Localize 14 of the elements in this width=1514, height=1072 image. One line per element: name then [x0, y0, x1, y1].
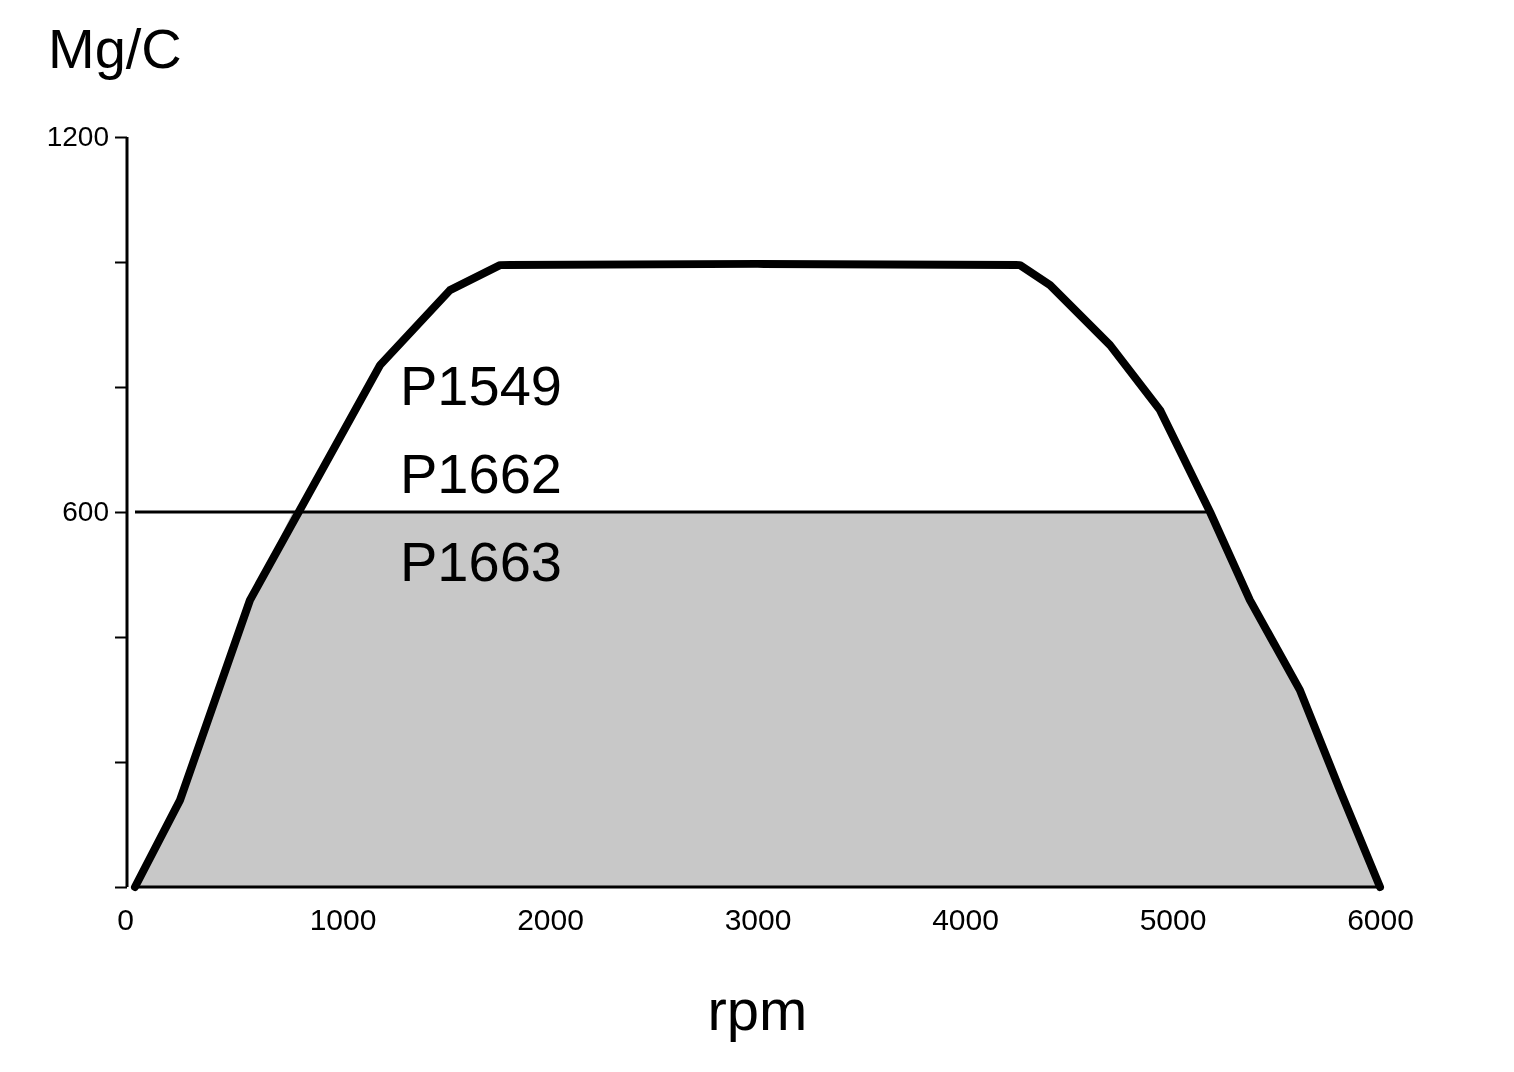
x-axis-title: rpm: [707, 977, 808, 1042]
y-axis-title: Mg/C: [48, 17, 182, 80]
x-tick-label: 1000: [309, 903, 377, 937]
annotation: P1662: [400, 442, 562, 505]
annotation: P1663: [400, 530, 562, 593]
x-tick-label: 5000: [1139, 903, 1207, 937]
x-tick-label: 3000: [724, 903, 792, 937]
y-tick-label: 600: [62, 496, 109, 528]
x-tick-label: 6000: [1347, 903, 1414, 937]
x-tick-label: 0: [117, 903, 134, 937]
annotation: P1549: [400, 354, 562, 417]
x-tick-label: 4000: [932, 903, 999, 937]
y-tick-label: 1200: [46, 121, 109, 153]
x-tick-label: 2000: [517, 903, 584, 937]
